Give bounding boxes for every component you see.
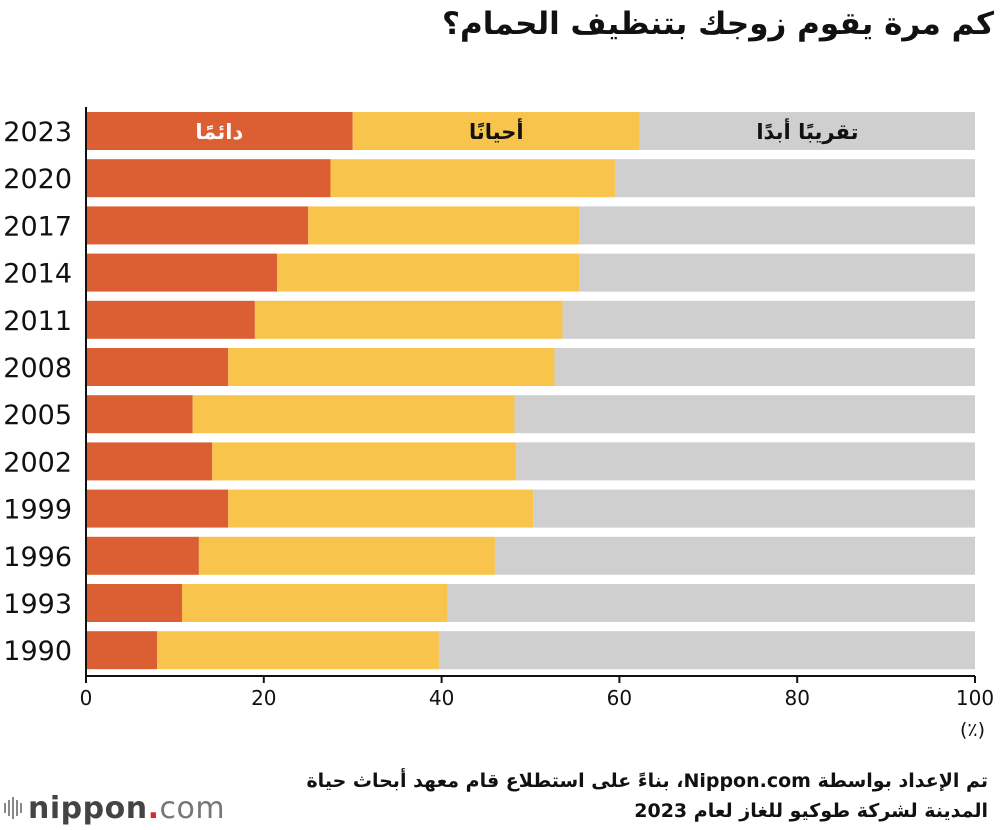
source-note: تم الإعداد بواسطة Nippon.com، بناءً على …: [228, 766, 988, 826]
year-label-2008: 2008: [3, 353, 72, 384]
bar-2023-series-0: [86, 112, 353, 150]
legend-label-series-0: دائمًا: [195, 120, 243, 144]
year-label-2023: 2023: [3, 117, 72, 148]
x-axis-ticks: 0 20 40 60 80 100: [80, 676, 994, 710]
x-tick-label-0: 0: [80, 686, 93, 710]
bar-1993-series-1: [182, 584, 448, 622]
year-label-2005: 2005: [3, 400, 72, 431]
inline-legend: دائمًا أحيانًا تقريبًا أبدًا: [195, 117, 858, 144]
bar-2011-series-0: [86, 300, 255, 339]
bar-1999-series-0: [86, 489, 229, 528]
bar-2002-series-1: [212, 442, 517, 481]
x-tick-label-20: 20: [251, 686, 276, 710]
nippon-logo: nippon.com: [4, 790, 225, 826]
year-label-2020: 2020: [3, 164, 72, 195]
year-label-1999: 1999: [3, 495, 72, 526]
logo-bars-icon: [4, 796, 22, 820]
year-label-2017: 2017: [3, 211, 72, 242]
bar-1999-series-1: [228, 489, 534, 528]
bar-2014-series-1: [277, 253, 580, 292]
bar-2011-series-2: [562, 300, 975, 339]
bars-layer: [86, 112, 976, 670]
bar-1990-series-2: [438, 631, 976, 670]
bar-1996-series-2: [494, 536, 975, 575]
x-tick-label-80: 80: [784, 686, 809, 710]
bar-2014-series-0: [86, 253, 278, 292]
source-line-1: تم الإعداد بواسطة Nippon.com، بناءً على …: [306, 770, 988, 792]
bar-2005-series-2: [514, 395, 975, 434]
bar-2008-series-0: [86, 348, 229, 386]
unit-label: (٪): [960, 719, 985, 741]
chart-title: كم مرة يقوم زوجك بتنظيف الحمام؟: [442, 6, 994, 42]
bar-1996-series-0: [86, 536, 199, 575]
bar-2020-series-0: [86, 159, 331, 198]
legend-label-series-1: أحيانًا: [469, 117, 524, 144]
bar-2023-series-2: [639, 112, 975, 150]
bar-2008-series-1: [228, 348, 555, 386]
year-label-2014: 2014: [3, 259, 72, 290]
bar-1996-series-1: [198, 536, 495, 575]
x-tick-label-100: 100: [956, 686, 994, 710]
bar-2017-series-1: [308, 206, 580, 245]
bar-2005-series-0: [86, 395, 193, 434]
x-tick-label-60: 60: [607, 686, 632, 710]
bar-1999-series-2: [533, 489, 975, 528]
bar-2005-series-1: [192, 395, 515, 434]
bar-1993-series-0: [86, 584, 183, 622]
year-label-1993: 1993: [3, 589, 72, 620]
bar-2023-series-1: [352, 112, 640, 150]
legend-label-series-2: تقريبًا أبدًا: [756, 117, 858, 144]
bar-1990-series-1: [157, 631, 439, 670]
brand-name: nippon: [28, 790, 148, 826]
year-labels: 2023 2020 2017 2014 2011 2008 2005 2002 1999 1996…: [3, 117, 72, 667]
bar-2020-series-1: [330, 159, 615, 198]
bar-2017-series-0: [86, 206, 309, 245]
year-label-1996: 1996: [3, 542, 72, 573]
brand-suffix: com: [159, 790, 226, 826]
bar-2014-series-2: [579, 253, 975, 292]
bar-2002-series-2: [516, 442, 975, 481]
bar-1990-series-0: [86, 631, 158, 670]
bar-1993-series-2: [447, 584, 975, 622]
bar-2011-series-1: [254, 300, 563, 339]
year-label-2011: 2011: [3, 306, 72, 337]
year-label-2002: 2002: [3, 447, 72, 478]
x-tick-label-40: 40: [429, 686, 454, 710]
year-label-1990: 1990: [3, 636, 72, 667]
bar-2020-series-2: [614, 159, 975, 198]
bar-2017-series-2: [579, 206, 975, 245]
brand-dot: .: [147, 790, 160, 826]
bar-2008-series-2: [554, 348, 975, 386]
bar-2002-series-0: [86, 442, 213, 481]
source-line-2: المدينة لشركة طوكيو للغاز لعام 2023: [634, 800, 988, 822]
